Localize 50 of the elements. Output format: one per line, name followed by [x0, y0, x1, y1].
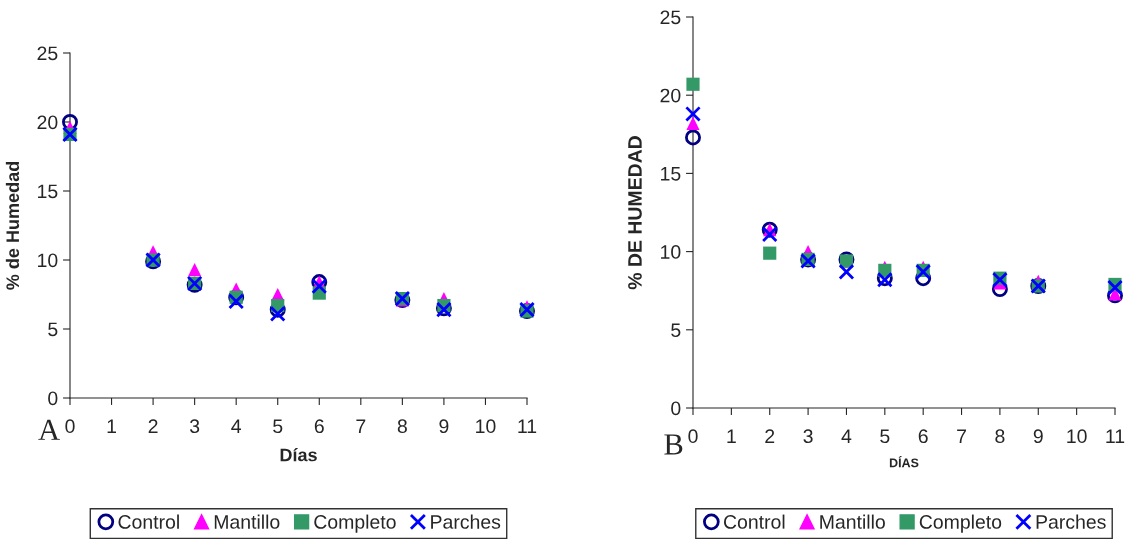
legend-label: Mantillo — [214, 514, 280, 529]
x-tick-label: 10 — [1067, 429, 1087, 444]
legend-label: Control — [118, 514, 179, 529]
x-tick-label: 11 — [518, 419, 537, 433]
x-tick-label: 4 — [231, 419, 242, 433]
x-tick-label: 7 — [957, 429, 966, 443]
text: A — [38, 419, 60, 440]
x-tick-label: 2 — [765, 429, 775, 443]
legend-label: Mantillo — [820, 514, 885, 529]
x-tick-label: 1 — [727, 429, 736, 443]
x-tick-label: 5 — [880, 429, 890, 444]
x-tick-label: 0 — [65, 419, 75, 434]
y-tick-label: 25 — [660, 10, 681, 25]
y-tick-label: 15 — [38, 184, 58, 199]
legend-label: Completo — [314, 514, 396, 533]
x-tick-label: 3 — [803, 429, 813, 444]
y-tick-label: 5 — [48, 322, 58, 337]
y-tick-label: 0 — [48, 391, 58, 406]
y-tick-label: 15 — [661, 167, 681, 181]
y-tick-label: 20 — [37, 115, 58, 130]
x-axis-title: Días — [280, 447, 317, 462]
x-tick-label: 11 — [1106, 429, 1125, 443]
x-tick-label: 6 — [918, 429, 928, 444]
y-tick-label: 10 — [661, 245, 681, 259]
x-tick-label: 1 — [107, 419, 116, 433]
y-tick-label: 10 — [38, 253, 58, 268]
y-tick-label: 25 — [37, 46, 58, 61]
legend-label: Control — [723, 514, 785, 529]
y-tick-label: 0 — [671, 401, 681, 416]
x-tick-label: 6 — [314, 419, 324, 434]
x-tick-label: 9 — [1033, 429, 1043, 444]
x-tick-label: 9 — [439, 419, 449, 434]
x-tick-label: 2 — [148, 419, 158, 433]
x-tick-label: 0 — [688, 429, 698, 444]
x-tick-label: 3 — [189, 419, 200, 434]
legend-label: Parches — [1036, 514, 1106, 529]
x-tick-label: 4 — [841, 429, 852, 443]
y-tick-label: 20 — [660, 88, 681, 103]
y-tick-label: 5 — [671, 323, 681, 338]
y-axis-title: % DE HUMEDAD — [628, 136, 642, 290]
text: B — [664, 434, 683, 455]
y-axis-title: % de Humedad — [5, 161, 20, 290]
legend-label: Parches — [431, 514, 501, 529]
x-tick-label: 8 — [995, 429, 1005, 444]
x-tick-label: 5 — [273, 419, 283, 434]
x-tick-label: 10 — [476, 419, 496, 434]
x-tick-label: 8 — [397, 419, 407, 434]
legend-label: Completo — [919, 514, 1002, 533]
x-axis-title: DÍAS — [889, 456, 919, 468]
x-tick-label: 7 — [356, 419, 366, 433]
